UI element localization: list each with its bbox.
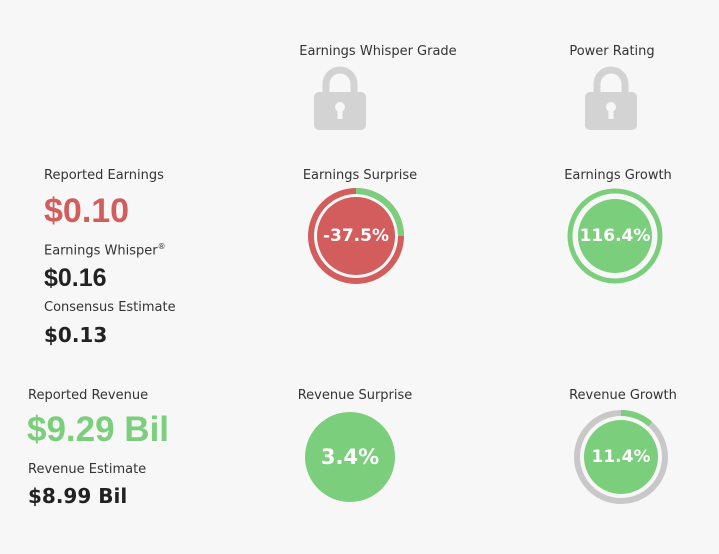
earnings-whisper-label-text: Earnings Whisper <box>44 243 158 259</box>
revenue-growth-gauge: 11.4% <box>573 409 669 505</box>
reported-revenue-value: $9.29 Bil <box>27 410 170 449</box>
revenue-surprise-value: 3.4% <box>320 445 380 469</box>
revenue-surprise-gauge: 3.4% <box>304 411 396 503</box>
earnings-surprise-gauge: -37.5% <box>308 188 404 284</box>
reported-revenue-label: Reported Revenue <box>28 388 149 403</box>
reported-earnings-value: $0.10 <box>44 192 130 230</box>
earnings-whisper-value: $0.16 <box>44 264 107 292</box>
earnings-whisper-label: Earnings Whisper® <box>44 242 166 258</box>
power-rating-label: Power Rating <box>569 44 655 59</box>
earnings-growth-gauge: 116.4% <box>567 188 663 284</box>
consensus-estimate-label: Consensus Estimate <box>44 300 176 315</box>
revenue-estimate-label: Revenue Estimate <box>28 462 147 477</box>
registered-mark: ® <box>157 242 166 251</box>
revenue-surprise-label: Revenue Surprise <box>297 388 413 403</box>
earnings-growth-value: 116.4% <box>579 226 651 246</box>
revenue-growth-label: Revenue Growth <box>569 388 677 403</box>
power-rating-lock-icon <box>581 62 641 136</box>
earnings-surprise-label: Earnings Surprise <box>302 168 418 183</box>
earnings-whisper-grade-label: Earnings Whisper Grade <box>299 44 457 59</box>
earnings-growth-label: Earnings Growth <box>564 168 672 183</box>
revenue-estimate-value: $8.99 Bil <box>28 484 128 508</box>
earnings-whisper-grade-lock-icon <box>310 62 370 136</box>
earnings-surprise-value: -37.5% <box>322 226 390 246</box>
revenue-growth-value: 11.4% <box>591 447 651 467</box>
reported-earnings-label: Reported Earnings <box>44 168 164 183</box>
consensus-estimate-value: $0.13 <box>44 323 108 347</box>
